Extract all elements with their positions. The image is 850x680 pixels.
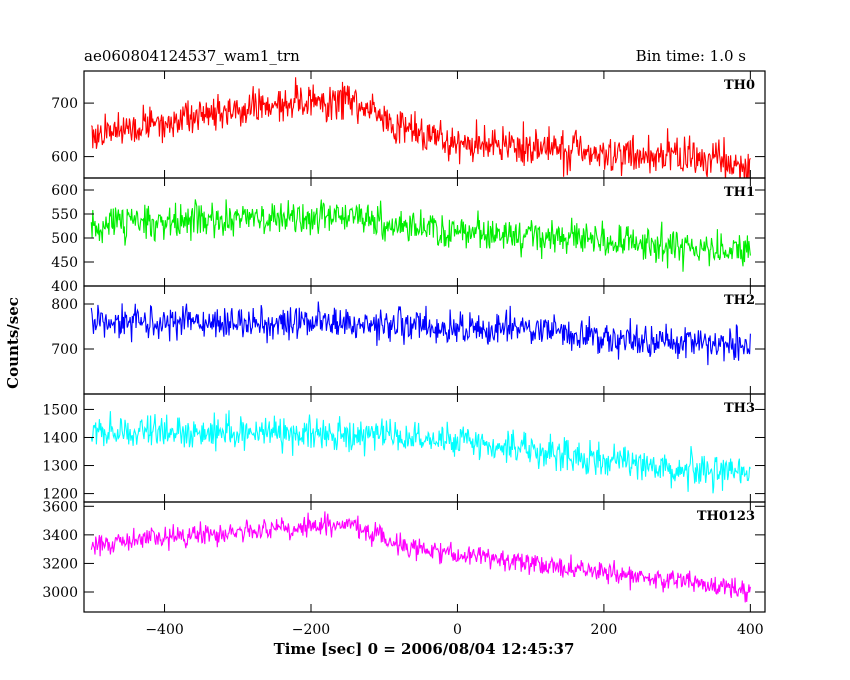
panel-label-th3: TH3	[724, 401, 755, 416]
y-tick-label-th1: 600	[51, 183, 78, 199]
panel-th0: 600 700 TH0	[51, 70, 766, 179]
panel-th0123: 3000 3200 3400 3600 TH0123	[42, 499, 766, 613]
panel-label-th1: TH1	[724, 185, 755, 200]
series-line-th2	[90, 301, 751, 366]
y-tick-label-th2: 800	[51, 297, 78, 313]
y-tick-label-th2: 700	[51, 342, 78, 358]
y-tick-label-th1: 450	[51, 255, 78, 271]
y-axis-title: Counts/sec	[4, 297, 22, 389]
y-tick-label-th3: 1200	[42, 487, 78, 503]
panel-frame-th3	[83, 393, 766, 503]
y-tick-label-th0123: 3200	[42, 556, 78, 572]
panel-frame-th1	[83, 177, 766, 287]
panel-th2: 700 800 TH2	[51, 285, 766, 395]
y-tick-label-th1: 400	[51, 279, 78, 295]
panel-label-th0: TH0	[724, 78, 755, 93]
y-tick-label-th0123: 3600	[42, 499, 78, 515]
x-tick-label: 200	[591, 622, 618, 638]
y-tick-label-th1: 500	[51, 231, 78, 247]
y-tick-label-th3: 1300	[42, 459, 78, 475]
panels-group: 600 700 TH0 400 450 500 550 600 TH1 700 800 TH2 1200…	[42, 70, 766, 613]
y-tick-label-th1: 550	[51, 207, 78, 223]
y-tick-label-th0: 600	[51, 150, 78, 166]
panel-label-th0123: TH0123	[697, 509, 755, 524]
panel-frame-th0123	[83, 501, 766, 613]
series-line-th0	[90, 77, 751, 178]
panel-th1: 400 450 500 550 600 TH1	[51, 177, 766, 295]
y-tick-label-th0123: 3400	[42, 528, 78, 544]
y-tick-label-th3: 1400	[42, 430, 78, 446]
y-tick-label-th0123: 3000	[42, 585, 78, 601]
series-line-th1	[90, 199, 751, 272]
panel-label-th2: TH2	[724, 293, 755, 308]
x-tick-label: −400	[145, 622, 183, 638]
x-tick-label: −200	[292, 622, 330, 638]
y-tick-label-th0: 700	[51, 96, 78, 112]
series-line-th0123	[90, 511, 751, 603]
panel-th3: 1200 1300 1400 1500 TH3	[42, 393, 766, 503]
bin-time-label: Bin time: 1.0 s	[636, 47, 746, 65]
x-axis: −400 −200 0 200 400	[145, 622, 763, 638]
x-axis-title: Time [sec] 0 = 2006/08/04 12:45:37	[274, 640, 575, 658]
x-tick-label: 0	[453, 622, 462, 638]
series-line-th3	[90, 410, 751, 494]
x-tick-label: 400	[737, 622, 764, 638]
chart-title: ae060804124537_wam1_trn	[84, 47, 300, 65]
y-tick-label-th3: 1500	[42, 402, 78, 418]
